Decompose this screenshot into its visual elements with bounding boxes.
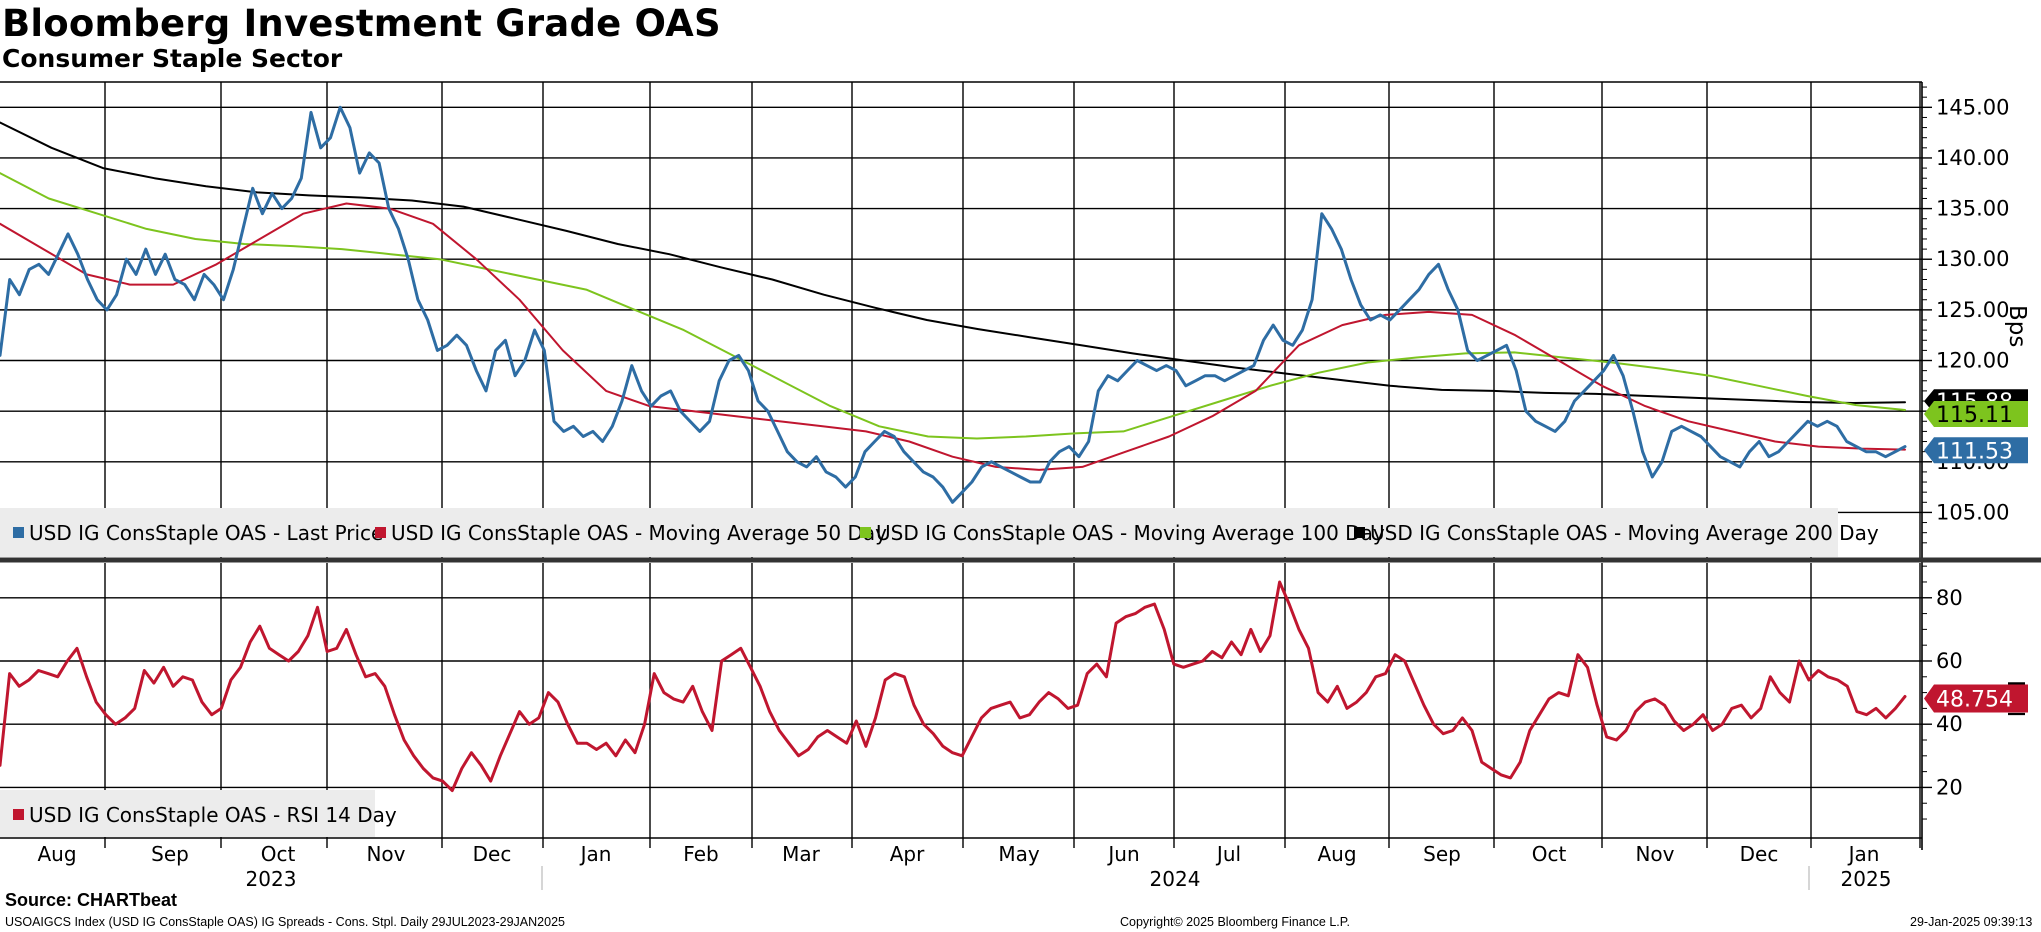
y-tick-label-upper: 145.00: [1936, 95, 2009, 119]
lower-legend: USD IG ConsStaple OAS - RSI 14 Day: [0, 790, 397, 837]
y-axis-title-upper: Bps: [2004, 305, 2030, 347]
year-label: 2024: [1150, 867, 1201, 891]
y-tick-label-upper: 140.00: [1936, 146, 2009, 170]
lower-panel-grid: [0, 563, 1922, 838]
legend-entry-lower: USD IG ConsStaple OAS - RSI 14 Day: [29, 803, 397, 827]
legend-swatch: [13, 527, 24, 538]
upper-panel-series: [0, 105, 1907, 504]
x-tick-label: Oct: [261, 842, 296, 866]
upper-legend: USD IG ConsStaple OAS - Last Price USD IG…: [0, 508, 1879, 557]
x-tick-label: Dec: [1740, 842, 1779, 866]
chart-frame: [0, 81, 2041, 850]
upper-y-axis: 105.00110.00115.00120.00125.00130.00135.…: [1922, 86, 2030, 544]
x-tick-label: Oct: [1532, 842, 1567, 866]
x-tick-label: Nov: [366, 842, 405, 866]
series-description: USOAIGCS Index (USD IG ConsStaple OAS) I…: [5, 915, 565, 929]
x-tick-label: Aug: [37, 842, 76, 866]
year-label: 2023: [246, 867, 297, 891]
series-line-ma100: [0, 172, 1906, 440]
chart-subtitle: Consumer Staple Sector: [2, 44, 343, 73]
value-label-last-price-flag: [1924, 437, 2028, 464]
value-label-ma100-flag: [1924, 401, 2028, 428]
x-tick-label: Apr: [890, 842, 925, 866]
copyright: Copyright© 2025 Bloomberg Finance L.P.: [1120, 915, 1350, 929]
x-tick-label: Feb: [683, 842, 718, 866]
series-line-last-price: [0, 105, 1907, 504]
x-tick-label: Sep: [1423, 842, 1461, 866]
source-note: Source: CHARTbeat: [5, 890, 178, 910]
legend-entry-upper: USD IG ConsStaple OAS - Moving Average 2…: [1370, 521, 1879, 545]
x-tick-label: Jan: [1847, 842, 1880, 866]
value-label-last-price: 111.53: [1936, 439, 2013, 464]
y-tick-label-lower: 20: [1936, 775, 1963, 799]
legend-swatch: [375, 527, 386, 538]
y-tick-label-upper: 125.00: [1936, 298, 2009, 322]
x-tick-label: Mar: [782, 842, 821, 866]
y-tick-label-upper: 130.00: [1936, 247, 2009, 271]
series-line-ma50: [0, 202, 1906, 471]
value-label-rsi-flag: [1924, 684, 2028, 713]
y-tick-label-lower: 80: [1936, 586, 1963, 610]
legend-background-upper: [0, 508, 1838, 557]
y-tick-label-upper: 120.00: [1936, 349, 2009, 373]
x-tick-label: May: [998, 842, 1040, 866]
legend-background-lower: [0, 790, 375, 837]
legend-entry-upper: USD IG ConsStaple OAS - Moving Average 5…: [391, 521, 887, 545]
y-tick-label-lower: 60: [1936, 649, 1963, 673]
legend-swatch: [13, 809, 24, 820]
x-tick-label: Sep: [151, 842, 189, 866]
y-tick-label-lower: 40: [1936, 712, 1963, 736]
x-tick-label: Nov: [1635, 842, 1674, 866]
x-tick-label: Dec: [473, 842, 512, 866]
y-tick-label-upper: 135.00: [1936, 197, 2009, 221]
legend-swatch: [1354, 527, 1365, 538]
x-tick-label: Jun: [1106, 842, 1139, 866]
lower-panel-series: [0, 580, 1907, 793]
chart-title: Bloomberg Investment Grade OAS: [2, 2, 721, 45]
legend-swatch: [860, 527, 871, 538]
timestamp: 29-Jan-2025 09:39:13: [1910, 915, 2033, 929]
legend-entry-upper: USD IG ConsStaple OAS - Last Price: [29, 521, 383, 545]
series-line-ma200: [0, 121, 1906, 404]
x-tick-label: Aug: [1317, 842, 1356, 866]
value-label-ma100: 115.11: [1936, 403, 2013, 428]
x-tick-label: Jul: [1215, 842, 1241, 866]
y-tick-label-upper: 105.00: [1936, 500, 2009, 524]
legend-entry-upper: USD IG ConsStaple OAS - Moving Average 1…: [876, 521, 1385, 545]
year-label: 2025: [1841, 867, 1892, 891]
x-axis: Aug Sep Oct Nov Dec Jan Feb Mar Apr May Jun Jul Aug S…: [37, 838, 1921, 891]
series-line-rsi: [0, 580, 1907, 793]
upper-panel-grid: [0, 82, 1922, 558]
x-tick-label: Jan: [579, 842, 612, 866]
value-label-rsi: 48.754: [1936, 688, 2013, 713]
